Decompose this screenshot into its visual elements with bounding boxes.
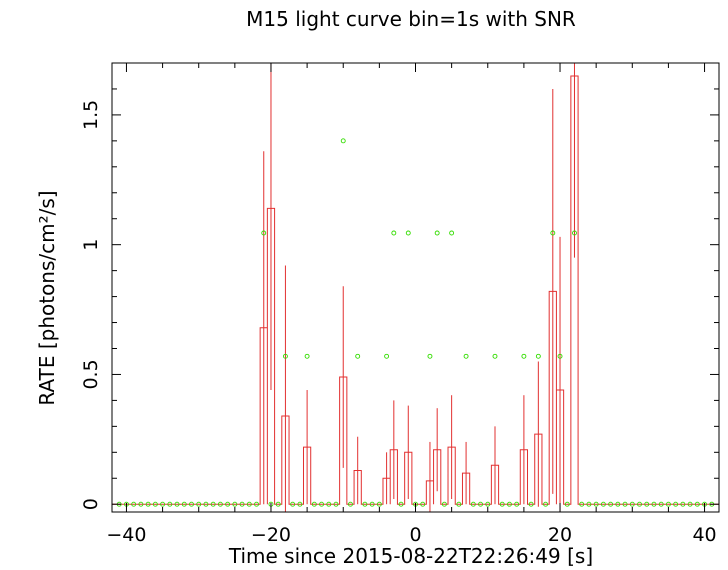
x-tick-label: 40 xyxy=(692,524,716,546)
snr-point xyxy=(217,501,223,507)
snr-point xyxy=(384,353,390,359)
snr-point xyxy=(348,501,353,507)
snr-point xyxy=(254,501,259,507)
snr-point xyxy=(246,501,252,507)
snr-point xyxy=(152,501,158,507)
snr-point xyxy=(622,501,628,507)
snr-point xyxy=(203,501,209,507)
snr-point xyxy=(499,501,505,507)
snr-point xyxy=(506,501,512,507)
plot-frame xyxy=(111,62,720,513)
snr-point xyxy=(174,501,180,507)
snr-point xyxy=(167,501,173,507)
snr-point xyxy=(658,501,664,507)
snr-point xyxy=(319,501,325,507)
x-tick-label: 20 xyxy=(548,524,572,546)
snr-point xyxy=(131,501,137,507)
snr-point xyxy=(665,501,671,507)
snr-point xyxy=(441,501,447,507)
snr-point xyxy=(369,501,375,507)
y-tick-label: 0 xyxy=(80,498,102,510)
snr-point xyxy=(304,353,310,359)
snr-point xyxy=(694,501,700,507)
snr-point xyxy=(535,353,541,359)
snr-point xyxy=(138,501,144,507)
snr-point xyxy=(470,501,476,507)
snr-point xyxy=(593,501,599,507)
snr-point xyxy=(680,501,686,507)
snr-point xyxy=(550,230,556,236)
snr-point xyxy=(333,501,339,507)
y-axis-label: RATE [photons/cm²/s] xyxy=(35,190,59,405)
snr-point xyxy=(160,501,166,507)
y-tick-label: 1.5 xyxy=(80,100,102,130)
snr-point xyxy=(405,230,411,236)
snr-point xyxy=(145,501,151,507)
snr-point xyxy=(608,501,614,507)
snr-point xyxy=(210,501,216,507)
snr-point xyxy=(398,501,404,507)
snr-point xyxy=(687,501,693,507)
snr-point xyxy=(275,501,281,507)
snr-point xyxy=(297,501,303,507)
snr-point xyxy=(239,501,245,507)
plot-data-group xyxy=(112,63,719,512)
snr-point xyxy=(600,501,606,507)
y-tick-label: 1 xyxy=(80,239,102,251)
snr-point xyxy=(232,501,238,507)
snr-point xyxy=(637,501,642,507)
snr-point xyxy=(629,501,635,507)
snr-point xyxy=(196,501,202,507)
x-axis-label: Time since 2015-08-22T22:26:49 [s] xyxy=(228,544,593,568)
snr-point xyxy=(449,230,455,236)
snr-point xyxy=(615,501,621,507)
snr-point xyxy=(427,353,433,359)
snr-point xyxy=(189,501,194,507)
snr-point xyxy=(326,501,332,507)
snr-point xyxy=(579,501,585,507)
y-tick-label: 0.5 xyxy=(80,359,102,389)
snr-point xyxy=(564,501,570,507)
snr-point xyxy=(463,353,469,359)
chart-title: M15 light curve bin=1s with SNR xyxy=(246,7,576,31)
snr-point xyxy=(521,353,527,359)
snr-point xyxy=(181,501,187,507)
snr-point xyxy=(485,501,491,507)
snr-point xyxy=(225,501,231,507)
rate-step-line xyxy=(112,75,719,505)
snr-point xyxy=(557,353,563,359)
snr-point xyxy=(391,230,397,236)
snr-point xyxy=(492,353,498,359)
snr-point xyxy=(362,501,368,507)
snr-point xyxy=(514,501,520,507)
snr-point xyxy=(282,353,288,359)
snr-point xyxy=(572,230,577,236)
snr-point xyxy=(673,501,679,507)
snr-point xyxy=(355,353,361,359)
snr-point xyxy=(478,501,483,507)
snr-point xyxy=(311,501,317,507)
snr-point xyxy=(528,501,534,507)
snr-point xyxy=(586,501,592,507)
snr-point xyxy=(434,230,440,236)
snr-point xyxy=(543,501,549,507)
snr-point xyxy=(420,501,426,507)
x-tick-label: −20 xyxy=(251,524,291,546)
snr-point xyxy=(644,501,650,507)
snr-point xyxy=(651,501,657,507)
snr-point xyxy=(290,501,296,507)
snr-point xyxy=(261,230,267,236)
snr-point xyxy=(456,501,462,507)
snr-point xyxy=(376,501,382,507)
snr-point xyxy=(340,138,346,144)
x-tick-label: −40 xyxy=(106,524,146,546)
x-tick-label: 0 xyxy=(409,524,421,546)
